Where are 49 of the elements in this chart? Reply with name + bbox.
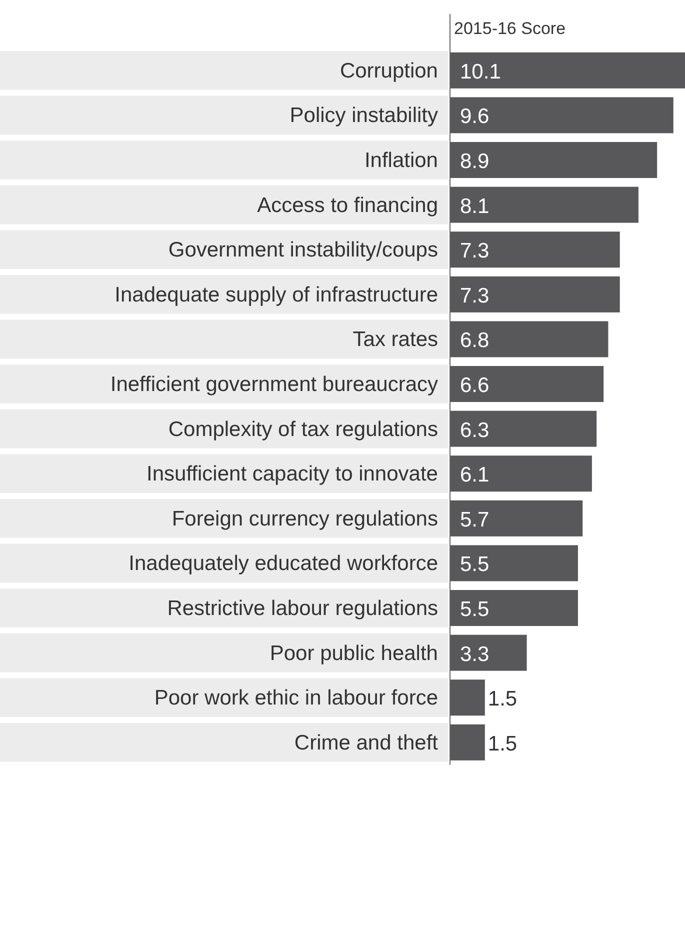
y-tick-label: Inadequately educated workforce <box>128 552 438 576</box>
y-tick-label: Poor work ethic in labour force <box>154 686 438 710</box>
bar <box>450 142 658 178</box>
bar <box>450 590 578 626</box>
bar <box>450 276 620 312</box>
y-tick-label: Inefficient government bureaucracy <box>110 373 438 396</box>
data-label: 6.1 <box>460 464 490 487</box>
data-label: 10.1 <box>460 60 501 84</box>
bar <box>450 186 638 223</box>
y-tick-label: Complexity of tax regulations <box>168 418 438 441</box>
data-label: 5.7 <box>460 508 490 532</box>
y-tick-label: Insufficient capacity to innovate <box>146 462 438 486</box>
bar <box>450 232 620 268</box>
data-label: 9.6 <box>460 105 490 128</box>
data-label: 1.5 <box>488 688 518 711</box>
bar <box>450 97 674 134</box>
y-tick-label: Foreign currency regulations <box>172 507 438 530</box>
data-label: 5.5 <box>460 598 490 621</box>
y-tick-label: Crime and theft <box>294 731 438 754</box>
bar <box>450 456 592 492</box>
data-label: 3.3 <box>460 642 490 666</box>
bar <box>450 366 604 402</box>
y-tick-label: Inflation <box>364 149 438 172</box>
y-tick-label: Government instability/coups <box>168 238 438 262</box>
bar <box>450 52 685 88</box>
bar <box>450 680 485 716</box>
y-tick-label: Policy instability <box>290 104 438 128</box>
y-tick-label: Poor public health <box>270 642 438 665</box>
bar <box>450 634 527 671</box>
data-label: 5.5 <box>460 553 490 576</box>
data-label: 8.1 <box>460 194 490 218</box>
chart-title: 2015-16 Score <box>454 19 566 38</box>
bar <box>450 500 583 536</box>
data-label: 8.9 <box>460 150 490 173</box>
y-tick-label: Corruption <box>340 59 438 82</box>
data-label: 6.3 <box>460 418 490 442</box>
data-label: 1.5 <box>488 732 518 756</box>
bar <box>450 410 597 447</box>
y-tick-label: Inadequate supply of infrastructure <box>114 283 438 306</box>
y-tick-label: Tax rates <box>352 328 438 352</box>
data-label: 7.3 <box>460 240 490 263</box>
data-label: 6.6 <box>460 374 490 397</box>
bar <box>450 545 578 582</box>
bar <box>450 321 608 358</box>
y-tick-label: Restrictive labour regulations <box>167 597 438 620</box>
data-label: 7.3 <box>460 284 490 308</box>
bar <box>450 724 485 760</box>
data-label: 6.8 <box>460 329 490 352</box>
y-tick-label: Access to financing <box>257 194 438 217</box>
